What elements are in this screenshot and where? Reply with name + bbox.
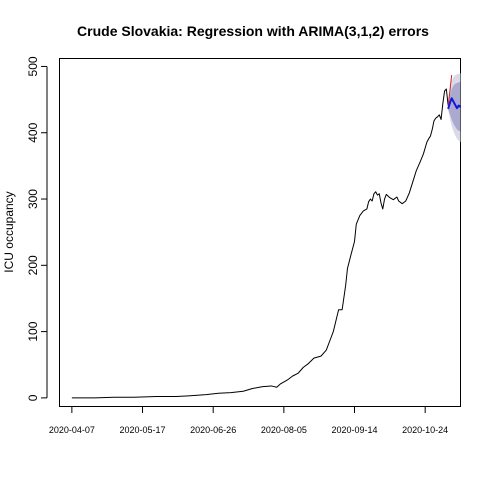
- forecast-mean-line: [447, 97, 462, 110]
- actual-after-forecast-start-line: [447, 75, 453, 106]
- x-tick-label: 2020-08-05: [261, 425, 307, 435]
- plot-area-frame: [59, 58, 461, 407]
- y-tick-label: 100: [26, 321, 40, 341]
- y-tick-label: 500: [26, 56, 40, 76]
- x-tick-label: 2020-09-14: [331, 425, 377, 435]
- y-axis: 0 100 200 300 400 500: [26, 56, 48, 401]
- x-tick-label: 2020-04-07: [49, 425, 95, 435]
- forecast-intervals: [448, 73, 461, 143]
- forecast-interval-80-band: [448, 81, 461, 132]
- observed-line: [71, 88, 449, 399]
- y-tick-label: 0: [26, 394, 40, 401]
- y-tick-label: 400: [26, 122, 40, 142]
- y-tick-label: 200: [26, 255, 40, 275]
- x-tick-label: 2020-06-26: [190, 425, 236, 435]
- x-axis: 2020-04-07 2020-05-17 2020-06-26 2020-08-05…: [49, 406, 448, 435]
- chart-title: Crude Slovakia: Regression with ARIMA(3,…: [77, 23, 429, 39]
- x-tick-label: 2020-05-17: [120, 425, 166, 435]
- y-axis-label: ICU occupancy: [2, 191, 16, 272]
- y-tick-label: 300: [26, 189, 40, 209]
- x-tick-label: 2020-10-24: [402, 425, 448, 435]
- series-lines: [71, 75, 462, 399]
